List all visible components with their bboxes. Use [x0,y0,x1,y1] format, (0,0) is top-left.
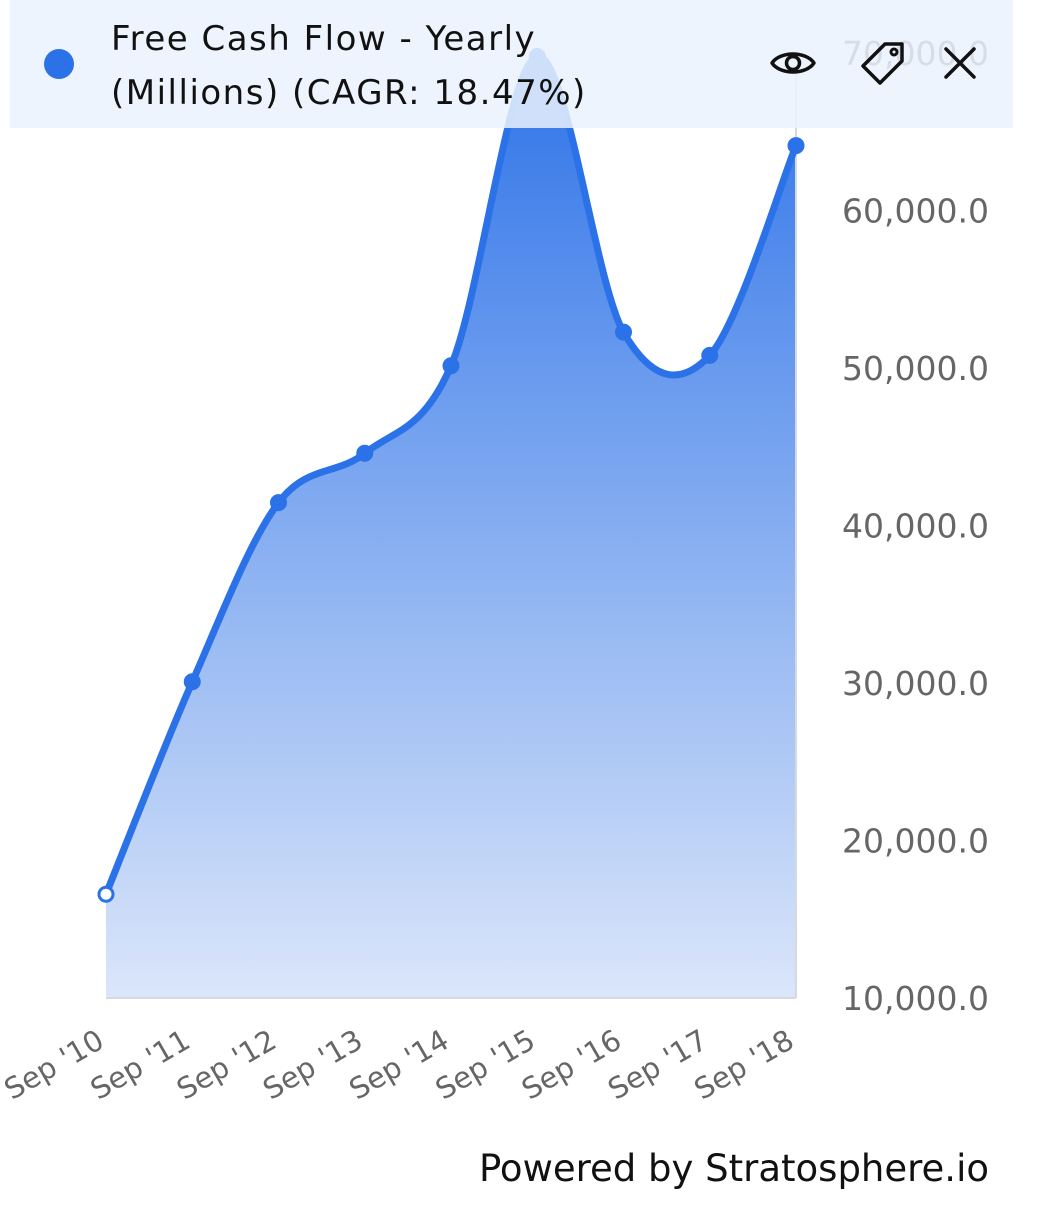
data-point[interactable] [701,346,719,364]
data-point[interactable] [787,137,805,155]
data-point[interactable] [270,494,287,512]
data-point[interactable] [356,444,374,462]
eye-icon[interactable] [768,38,818,88]
y-axis-ticks: 10,000.0 20,000.0 30,000.0 40,000.0 50,000.0… [842,34,989,1018]
y-tick-label: 40,000.0 [842,507,989,546]
x-tick-label: Sep '14 [343,1023,454,1107]
series-points [97,47,805,903]
x-tick-label: Sep '16 [516,1023,627,1107]
y-tick-label: 10,000.0 [842,979,989,1018]
legend-bar: Free Cash Flow - Yearly (Millions) (CAGR… [10,0,1013,128]
data-point[interactable] [442,357,460,375]
x-tick-label: Sep '12 [171,1023,282,1107]
legend-label[interactable]: Free Cash Flow - Yearly (Millions) (CAGR… [111,19,587,113]
y-tick-label: 20,000.0 [842,822,989,861]
legend-swatch[interactable] [44,49,74,79]
tag-icon[interactable] [858,38,908,88]
y-tick-label: 30,000.0 [842,664,989,703]
series-line [102,53,800,898]
powered-by-footer[interactable]: Powered by Stratosphere.io [478,1147,989,1190]
x-tick-label: Sep '10 [0,1023,109,1107]
x-tick-label: Sep '11 [85,1023,196,1107]
close-icon[interactable] [935,38,985,88]
data-point[interactable] [97,885,115,903]
y-tick-label: 50,000.0 [842,349,989,388]
data-point[interactable] [183,673,201,691]
x-tick-label: Sep '15 [430,1023,541,1107]
y-tick-label: 60,000.0 [842,192,989,231]
x-tick-label: Sep '17 [602,1023,713,1107]
data-point[interactable] [615,323,632,341]
x-tick-label: Sep '13 [257,1023,368,1107]
series-area [106,56,796,998]
x-tick-label: Sep '18 [688,1023,799,1107]
